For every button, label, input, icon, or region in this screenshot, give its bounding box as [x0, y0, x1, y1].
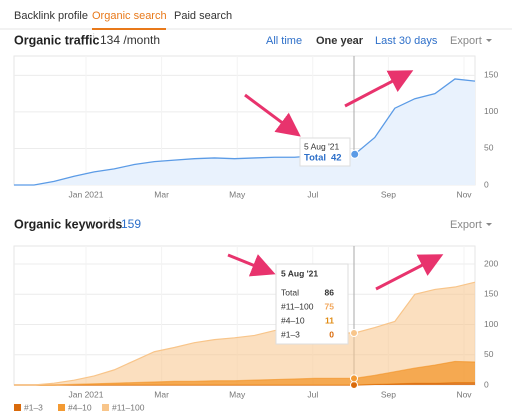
- tab[interactable]: Paid search: [174, 10, 232, 22]
- control-active[interactable]: One year: [316, 35, 364, 47]
- arrow: [244, 93, 301, 137]
- x-tick-label: Mar: [154, 389, 169, 399]
- y-tick-label: 50: [484, 349, 494, 359]
- y-tick-label: 0: [484, 179, 489, 189]
- arrow: [227, 253, 276, 277]
- x-tick-label: Mar: [154, 189, 169, 199]
- y-tick-label: 150: [484, 70, 498, 80]
- x-tick-label: Jul: [307, 189, 318, 199]
- legend-swatch: [102, 404, 109, 411]
- y-tick-label: 150: [484, 289, 498, 299]
- export[interactable]: Export: [450, 219, 482, 231]
- info-icon[interactable]: i: [93, 34, 95, 41]
- tooltip: 5 Aug '21 Total 42: [299, 137, 351, 167]
- area: [14, 78, 475, 185]
- tooltip-label: Total: [281, 287, 299, 297]
- tooltip-label: #4–10: [281, 315, 305, 325]
- legend-label: #1–3: [24, 402, 43, 412]
- y-tick-label: 100: [484, 319, 498, 329]
- x-tick-label: Nov: [456, 189, 472, 199]
- chart-title: Organic traffic: [14, 33, 99, 47]
- x-tick-label: Sep: [381, 389, 396, 399]
- tooltip: 5 Aug '21 Total 86 #11–100 75 #4–10 11 #1–3 0: [275, 263, 349, 345]
- control[interactable]: Last 30 days: [375, 35, 438, 47]
- info-icon[interactable]: i: [109, 218, 111, 225]
- tooltip-value: 75: [325, 301, 335, 311]
- tooltip-date: 5 Aug '21: [281, 268, 318, 278]
- y-tick-label: 200: [484, 258, 498, 268]
- headline: 134 /month: [100, 33, 160, 47]
- tooltip-value: 11: [325, 315, 334, 325]
- legend-swatch: [58, 404, 65, 411]
- tabs: Backlink profile Organic search Paid sea…: [0, 10, 512, 30]
- line: [14, 78, 476, 186]
- arrow: [375, 254, 444, 291]
- tooltip-value: 42: [331, 153, 342, 164]
- plots: 0 50 100 150 Jan 2021 Mar May Jul Sep Nov 5 Aug '2…: [13, 55, 498, 412]
- legend-label: #4–10: [68, 402, 92, 412]
- x-tick-label: Jul: [307, 389, 318, 399]
- chart-title: Organic keywords: [14, 217, 122, 231]
- tooltip-value: 0: [329, 329, 334, 339]
- tooltip-label: Total: [304, 153, 326, 164]
- y-tick-label: 50: [484, 143, 494, 153]
- y-tick-label: 100: [484, 106, 498, 116]
- arrow: [344, 70, 414, 108]
- x-tick-label: May: [229, 389, 246, 399]
- legend-swatch: [14, 404, 21, 411]
- hover-dot: [350, 374, 358, 383]
- y-tick-label: 0: [484, 379, 489, 389]
- tab[interactable]: Backlink profile: [14, 10, 88, 22]
- area-segment: [14, 282, 475, 385]
- tooltip-date: 5 Aug '21: [304, 141, 339, 151]
- legend-label: #11–100: [112, 402, 145, 412]
- x-tick-label: Jan 2021: [69, 389, 104, 399]
- tab-active[interactable]: Organic search: [92, 10, 167, 22]
- annotation-arrows: [227, 70, 444, 291]
- hover-dot: [350, 381, 358, 389]
- tooltip-box: [299, 137, 351, 167]
- headline: 159: [121, 217, 141, 231]
- control[interactable]: All time: [266, 35, 302, 47]
- x-tick-label: Jan 2021: [69, 189, 104, 199]
- area-segment: [14, 382, 475, 385]
- dropdown-caret: [486, 39, 492, 42]
- line: [14, 281, 476, 386]
- hover-dot: [350, 328, 358, 337]
- tooltip-label: #1–3: [281, 329, 300, 339]
- x-tick-label: Nov: [456, 389, 472, 399]
- traffic-header: Organic traffic i 134 /month All time On…: [14, 33, 492, 47]
- export[interactable]: Export: [450, 35, 482, 47]
- hover-dot: [350, 149, 360, 159]
- tooltip-box: [275, 263, 349, 345]
- tooltip-label: #11–100: [281, 301, 314, 311]
- x-tick-label: May: [229, 189, 246, 199]
- x-tick-label: Sep: [381, 189, 396, 199]
- keywords-header: Organic keywords i 159 Export: [14, 217, 492, 231]
- tooltip-value: 86: [325, 287, 335, 297]
- area-segment: [14, 361, 475, 385]
- dropdown-caret: [486, 223, 492, 226]
